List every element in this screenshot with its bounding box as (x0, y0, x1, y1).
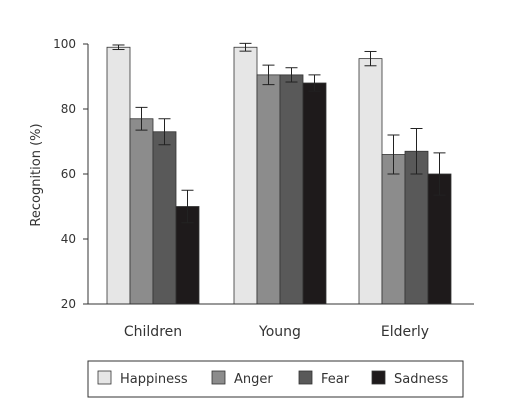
y-axis: 20 40 60 80 100 (53, 37, 89, 311)
error-bar-children-fear (158, 118, 171, 146)
error-bar-children-happiness (112, 44, 125, 51)
legend-swatch-anger (211, 370, 226, 385)
y-tick-label: 80 (61, 102, 76, 116)
y-tick-label: 20 (61, 297, 76, 311)
x-category-label: Elderly (381, 324, 429, 340)
legend-swatch-happiness (97, 370, 112, 385)
legend: Happiness Anger Fear Sadness (87, 360, 464, 398)
x-axis: Children Young Elderly (88, 303, 474, 340)
bar-children-happiness (106, 46, 131, 305)
y-tick-label: 100 (53, 37, 76, 51)
legend-label-fear: Fear (321, 372, 350, 387)
error-bar-children-anger (135, 106, 148, 131)
bar-young-fear (279, 74, 304, 305)
y-tick-label: 60 (61, 167, 76, 181)
legend-swatch-sadness (371, 370, 386, 385)
y-tick-label: 40 (61, 232, 76, 246)
bars (106, 46, 452, 305)
legend-label-anger: Anger (234, 372, 273, 387)
bar-elderly-happiness (358, 58, 383, 305)
error-bar-young-fear (285, 67, 298, 83)
error-bar-young-happiness (239, 42, 252, 52)
x-category-label: Young (258, 324, 301, 340)
error-bars (112, 42, 446, 224)
x-category-label: Children (124, 324, 182, 340)
bar-elderly-anger (381, 154, 406, 305)
error-bar-elderly-anger (387, 134, 400, 175)
bar-young-anger (256, 74, 281, 305)
bar-young-happiness (233, 46, 258, 305)
error-bar-children-sadness (181, 189, 194, 224)
legend-label-sadness: Sadness (394, 372, 448, 387)
error-bar-elderly-sadness (433, 152, 446, 196)
error-bar-elderly-fear (410, 128, 423, 175)
legend-box (87, 360, 464, 398)
bar-children-anger (129, 118, 154, 305)
y-axis-title: Recognition (%) (29, 123, 44, 226)
bar-young-sadness (302, 82, 327, 305)
legend-swatch-fear (298, 370, 313, 385)
error-bar-young-sadness (308, 74, 321, 92)
bar-children-fear (152, 131, 177, 305)
legend-label-happiness: Happiness (120, 372, 188, 387)
error-bar-young-anger (262, 64, 275, 86)
error-bar-elderly-happiness (364, 50, 377, 67)
